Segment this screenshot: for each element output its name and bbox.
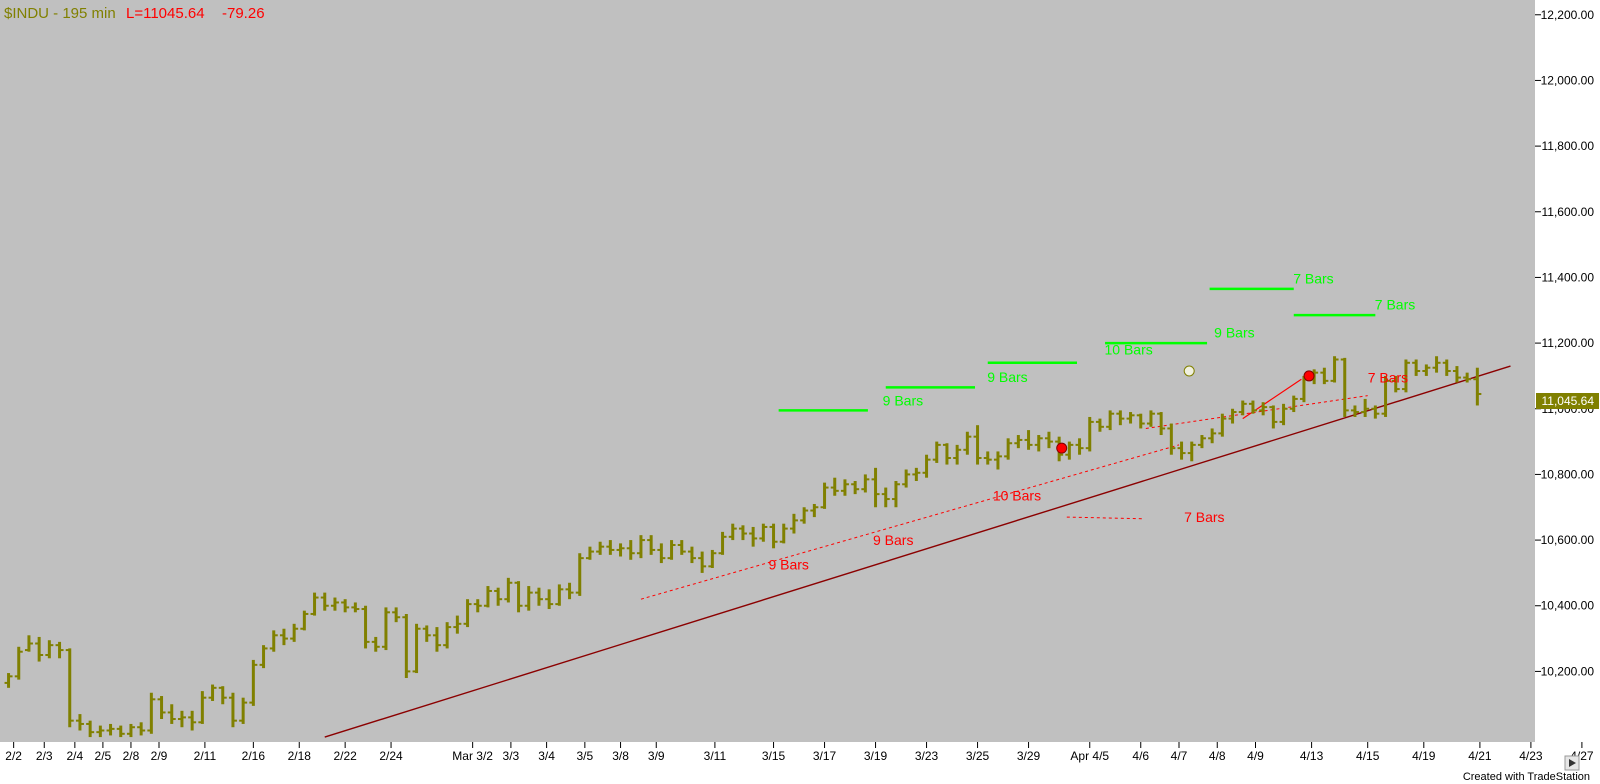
red-bars-label: 10 Bars xyxy=(993,488,1041,504)
time-axis-background xyxy=(0,742,1600,784)
x-tick-label: 4/19 xyxy=(1412,749,1436,763)
x-tick-label: 2/9 xyxy=(151,749,168,763)
price-axis-background xyxy=(1535,0,1600,742)
green-bars-label: 9 Bars xyxy=(883,392,923,408)
x-tick-label: 3/17 xyxy=(813,749,837,763)
red-bars-label: 9 Bars xyxy=(768,557,808,573)
x-tick-label: 2/3 xyxy=(36,749,53,763)
y-tick-label: 11,800.00 xyxy=(1542,139,1595,153)
green-bars-label: 10 Bars xyxy=(1105,342,1153,358)
x-tick-label: 4/6 xyxy=(1132,749,1149,763)
y-tick-label: 10,400.00 xyxy=(1541,599,1595,613)
green-bars-label: 7 Bars xyxy=(1375,297,1415,313)
red-bars-label: 7 Bars xyxy=(1368,369,1408,385)
red-dashed-trendline xyxy=(1145,395,1368,429)
y-tick-label: 12,000.00 xyxy=(1541,73,1595,87)
green-bars-label: 9 Bars xyxy=(1214,324,1254,340)
last-price-marker-text: 11,045.64 xyxy=(1542,394,1595,408)
x-tick-label: 3/23 xyxy=(915,749,939,763)
green-bars-label: 9 Bars xyxy=(987,369,1027,385)
red-dot-marker xyxy=(1303,370,1315,382)
y-tick-label: 11,200.00 xyxy=(1542,336,1595,350)
x-tick-label: 3/15 xyxy=(762,749,786,763)
x-tick-label: 3/8 xyxy=(612,749,629,763)
x-tick-label: 4/7 xyxy=(1171,749,1188,763)
scrollbar[interactable] xyxy=(1564,755,1580,771)
x-tick-label: 4/13 xyxy=(1300,749,1324,763)
x-axis-ticks: 2/2 2/3 2/4 2/5 2/8 2/9 2/11 2/16 2/18 2/22 2/24 Ma… xyxy=(5,742,1594,763)
x-tick-label: 2/18 xyxy=(288,749,312,763)
red-dot-marker xyxy=(1056,442,1068,454)
x-tick-label: 2/11 xyxy=(194,749,217,763)
x-tick-label: 3/19 xyxy=(864,749,888,763)
grid xyxy=(1535,14,1541,672)
white-dot-marker xyxy=(1183,365,1195,377)
x-tick-label: 4/21 xyxy=(1468,749,1492,763)
last-price-label: L=11045.64 xyxy=(126,5,205,22)
last-price-marker xyxy=(1536,393,1599,409)
plot-background xyxy=(0,0,1535,742)
red-dashed-level xyxy=(1066,516,1144,520)
price-bars xyxy=(4,356,1482,738)
footer-credit: Created with TradeStation xyxy=(1463,771,1590,783)
y-tick-label: 10,800.00 xyxy=(1541,467,1595,481)
symbol-label: $INDU - 195 min xyxy=(4,5,116,22)
y-tick-label: 10,600.00 xyxy=(1541,533,1595,547)
x-tick-label: 3/9 xyxy=(648,749,665,763)
x-tick-label: 2/5 xyxy=(95,749,112,763)
x-tick-label: 2/24 xyxy=(379,749,403,763)
x-tick-label: 2/2 xyxy=(5,749,22,763)
red-bars-label: 7 Bars xyxy=(1184,509,1224,525)
x-tick-label: 4/23 xyxy=(1519,749,1543,763)
red-bars-label: 9 Bars xyxy=(873,532,913,548)
x-tick-label: 4/9 xyxy=(1247,749,1264,763)
x-tick-label: 2/8 xyxy=(123,749,140,763)
x-tick-label: Apr 4/5 xyxy=(1070,749,1109,763)
x-tick-label: 2/4 xyxy=(67,749,84,763)
arrow-right-icon xyxy=(1569,759,1576,767)
y-tick-label: 12,200.00 xyxy=(1541,8,1595,22)
x-tick-label: 3/3 xyxy=(503,749,520,763)
x-tick-label: 3/25 xyxy=(966,749,990,763)
x-tick-label: 4/8 xyxy=(1209,749,1226,763)
annotations: 9 Bars 9 Bars 10 Bars 9 Bars 7 Bars 7 Bars 9 B… xyxy=(768,270,1415,572)
x-tick-label: 2/22 xyxy=(333,749,357,763)
x-tick-label: 4/15 xyxy=(1356,749,1380,763)
x-tick-label: Mar 3/2 xyxy=(452,749,493,763)
main-trendline xyxy=(324,365,1511,738)
x-tick-label: 3/11 xyxy=(704,749,727,763)
change-label: -79.26 xyxy=(222,5,265,22)
x-tick-label: 2/16 xyxy=(242,749,266,763)
x-tick-label: 3/29 xyxy=(1017,749,1041,763)
x-tick-label: 3/5 xyxy=(577,749,594,763)
y-tick-label: 10,200.00 xyxy=(1541,664,1595,678)
x-tick-label: 3/4 xyxy=(538,749,555,763)
green-bars-label: 7 Bars xyxy=(1293,270,1333,286)
y-tick-label: 11,400.00 xyxy=(1542,270,1595,284)
y-tick-label: 11,600.00 xyxy=(1542,205,1595,219)
